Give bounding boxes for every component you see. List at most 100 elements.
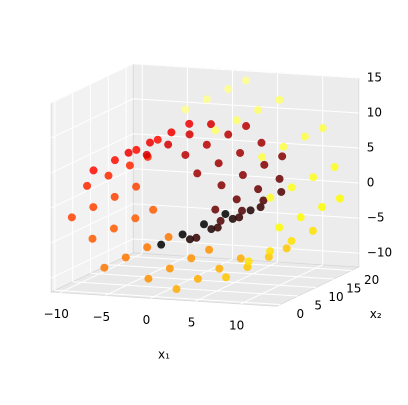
point: [279, 142, 288, 151]
grid-line: [50, 98, 134, 139]
grid-line: [50, 238, 134, 279]
point: [202, 95, 211, 104]
point: [144, 274, 153, 283]
left-pane: [50, 63, 134, 293]
point: [110, 156, 119, 165]
point: [266, 193, 275, 202]
point: [89, 203, 98, 212]
point: [275, 95, 284, 104]
point: [224, 85, 233, 94]
point: [228, 214, 237, 223]
point: [287, 183, 296, 192]
point: [167, 128, 176, 137]
point: [278, 152, 287, 161]
point: [216, 216, 225, 225]
z-tick-label: −10: [367, 246, 392, 260]
point: [287, 236, 296, 245]
point: [222, 273, 231, 282]
point: [142, 150, 151, 159]
point: [88, 234, 97, 243]
point: [224, 130, 233, 139]
point: [232, 116, 241, 125]
point: [132, 145, 141, 154]
point: [211, 205, 220, 214]
point: [100, 263, 109, 272]
grid-line: [133, 203, 359, 219]
point: [172, 285, 181, 294]
point: [178, 230, 187, 239]
point: [143, 243, 152, 252]
point: [275, 223, 284, 232]
point: [275, 174, 284, 183]
x-tick-label: −10: [44, 307, 69, 321]
y-tick-label: 5: [314, 299, 322, 313]
point: [185, 130, 194, 139]
point: [236, 254, 245, 263]
point: [296, 213, 305, 222]
point: [104, 171, 113, 180]
point: [211, 126, 220, 135]
point: [254, 185, 263, 194]
point: [185, 119, 194, 128]
point: [318, 203, 327, 212]
point: [181, 105, 190, 114]
z-tick-label: 10: [367, 106, 382, 120]
z-tick-label: 15: [367, 71, 382, 85]
point: [213, 223, 222, 232]
x-tick-label: 10: [229, 318, 244, 332]
grid-line: [133, 98, 359, 114]
grid-line: [133, 238, 359, 254]
point: [110, 192, 119, 201]
point: [257, 138, 266, 147]
x-tick-label: −5: [92, 310, 110, 324]
point: [260, 160, 269, 169]
point: [131, 214, 140, 223]
y-axis-label: x₂: [370, 307, 382, 321]
grid-line: [240, 264, 323, 305]
point: [214, 159, 223, 168]
grid-line: [72, 281, 299, 297]
point: [199, 220, 208, 229]
y-tick-label: 0: [296, 307, 304, 321]
point: [187, 254, 196, 263]
point: [259, 196, 268, 205]
point: [145, 138, 154, 147]
z-tick-label: 0: [367, 176, 375, 190]
point: [232, 195, 241, 204]
point: [266, 247, 275, 256]
point: [157, 240, 166, 249]
point: [236, 148, 245, 157]
point: [121, 253, 130, 262]
point: [164, 140, 173, 149]
point: [132, 182, 141, 191]
y-tick-label: 15: [346, 282, 361, 296]
point: [89, 166, 98, 175]
z-tick-label: −5: [367, 211, 385, 225]
point: [202, 140, 211, 149]
z-tick-label: 5: [367, 141, 375, 155]
point: [221, 210, 230, 219]
grid-line: [133, 63, 359, 79]
grid-line: [50, 133, 134, 174]
point: [309, 173, 318, 182]
point: [215, 264, 224, 273]
point: [149, 205, 158, 214]
point: [153, 135, 162, 144]
point: [242, 122, 251, 131]
point: [238, 171, 247, 180]
point: [124, 148, 133, 157]
point: [165, 264, 174, 273]
point: [277, 187, 286, 196]
point: [205, 245, 214, 254]
point: [181, 150, 190, 159]
point: [193, 274, 202, 283]
point: [308, 226, 317, 235]
x-tick-label: 0: [143, 313, 151, 327]
grid-line: [50, 63, 134, 104]
point: [164, 233, 173, 242]
x-tick-label: 5: [188, 316, 196, 330]
point: [256, 203, 265, 212]
point: [67, 213, 76, 222]
